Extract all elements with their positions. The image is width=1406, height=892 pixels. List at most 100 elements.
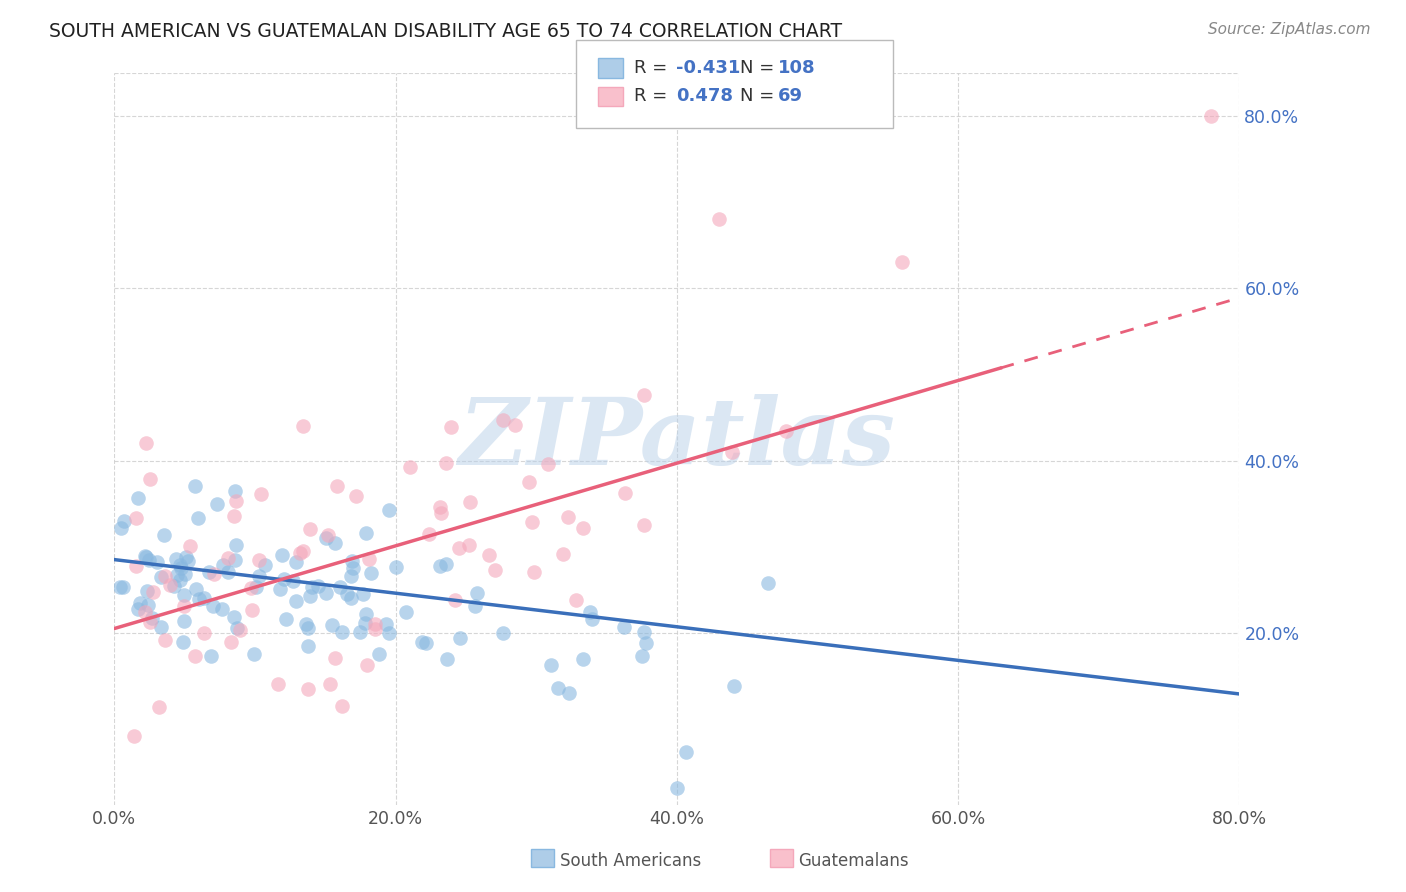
Point: [173, 614, 195, 628]
Point: [217, 551, 239, 566]
Point: [273, 572, 295, 586]
Point: [174, 566, 197, 581]
Point: [572, 521, 595, 535]
Point: [201, 599, 224, 614]
Point: [202, 567, 225, 582]
Point: [1201, 109, 1223, 123]
Point: [340, 554, 363, 568]
Point: [537, 457, 560, 471]
Point: [326, 478, 349, 492]
Point: [395, 605, 418, 619]
Point: [284, 594, 307, 608]
Point: [564, 592, 586, 607]
Point: [224, 484, 246, 499]
Point: [415, 636, 437, 650]
Point: [418, 527, 440, 541]
Point: [184, 648, 207, 663]
Point: [440, 420, 463, 434]
Point: [579, 605, 602, 619]
Point: [211, 602, 233, 616]
Point: [124, 729, 146, 743]
Point: [176, 550, 198, 565]
Point: [169, 573, 191, 587]
Point: [434, 456, 457, 470]
Text: SOUTH AMERICAN VS GUATEMALAN DISABILITY AGE 65 TO 74 CORRELATION CHART: SOUTH AMERICAN VS GUATEMALAN DISABILITY …: [49, 22, 842, 41]
Point: [613, 620, 636, 634]
Text: N =: N =: [740, 59, 779, 77]
Point: [243, 647, 266, 661]
Text: 0.478: 0.478: [676, 87, 734, 105]
Point: [633, 625, 655, 640]
Point: [127, 602, 149, 616]
Point: [135, 549, 157, 564]
Point: [240, 603, 263, 617]
Point: [134, 549, 156, 564]
Point: [523, 565, 546, 579]
Point: [222, 609, 245, 624]
Point: [110, 520, 132, 534]
Point: [247, 569, 270, 583]
Point: [297, 639, 319, 653]
Point: [429, 500, 451, 514]
Point: [553, 547, 575, 561]
Point: [444, 593, 467, 607]
Point: [378, 503, 401, 517]
Point: [354, 607, 377, 622]
Point: [375, 616, 398, 631]
Point: [634, 636, 657, 650]
Point: [173, 599, 195, 614]
Point: [297, 622, 319, 636]
Point: [721, 445, 744, 459]
Point: [571, 652, 593, 666]
Point: [775, 425, 797, 439]
Point: [356, 657, 378, 672]
Point: [179, 539, 201, 553]
Point: [319, 677, 342, 691]
Text: R =: R =: [634, 87, 673, 105]
Point: [281, 574, 304, 589]
Point: [891, 255, 914, 269]
Point: [292, 543, 315, 558]
Point: [633, 388, 655, 402]
Point: [134, 605, 156, 619]
Point: [364, 616, 387, 631]
Point: [558, 686, 581, 700]
Point: [193, 626, 215, 640]
Point: [207, 497, 229, 511]
Point: [108, 581, 131, 595]
Text: N =: N =: [740, 87, 779, 105]
Point: [153, 633, 176, 648]
Point: [318, 527, 340, 541]
Point: [276, 612, 298, 626]
Point: [225, 493, 247, 508]
Point: [135, 584, 157, 599]
Point: [367, 648, 389, 662]
Point: [430, 506, 453, 520]
Point: [434, 557, 457, 571]
Point: [295, 616, 318, 631]
Point: [135, 436, 157, 450]
Point: [332, 624, 354, 639]
Point: [344, 489, 367, 503]
Point: [315, 586, 337, 600]
Point: [723, 679, 745, 693]
Point: [449, 631, 471, 645]
Point: [429, 559, 451, 574]
Point: [613, 485, 636, 500]
Point: [271, 548, 294, 562]
Point: [330, 699, 353, 714]
Point: [165, 551, 187, 566]
Point: [127, 491, 149, 505]
Point: [540, 657, 562, 672]
Point: [166, 568, 188, 582]
Point: [169, 558, 191, 572]
Point: [111, 580, 134, 594]
Point: [149, 620, 172, 634]
Point: [340, 569, 363, 583]
Point: [253, 558, 276, 572]
Point: [492, 413, 515, 427]
Point: [520, 515, 543, 529]
Point: [547, 681, 569, 695]
Point: [299, 589, 322, 603]
Point: [284, 555, 307, 569]
